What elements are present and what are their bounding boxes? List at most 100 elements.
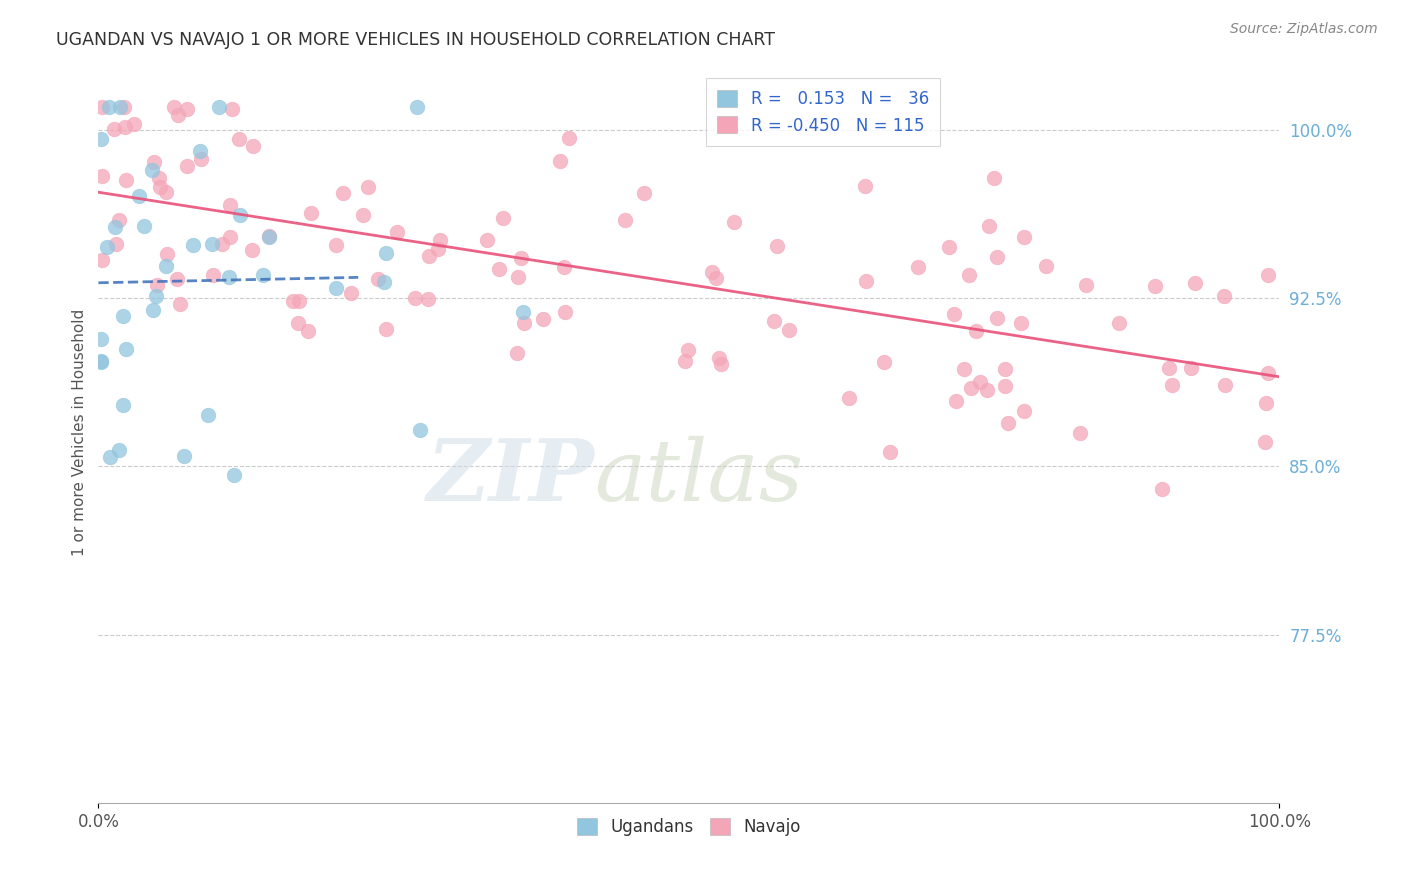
Point (429, 233, 451, 247)
Point (977, 219, 1000, 233)
Point (128, 188, 150, 202)
Point (513, 316, 536, 330)
Point (994, 379, 1017, 393)
Point (142, 155, 165, 169)
Point (1254, 435, 1277, 450)
Point (374, 321, 396, 335)
Point (700, 265, 723, 279)
Point (141, 163, 163, 178)
Point (506, 345, 529, 359)
Point (211, 236, 233, 251)
Point (418, 292, 440, 306)
Point (240, 243, 263, 257)
Point (1074, 277, 1097, 292)
Point (879, 444, 901, 458)
Point (986, 311, 1008, 326)
Point (200, 237, 222, 252)
Point (488, 261, 510, 276)
Point (426, 243, 449, 257)
Point (114, 120, 136, 135)
Text: ZIP: ZIP (426, 435, 595, 519)
Point (90, 355, 112, 369)
Point (1152, 483, 1174, 497)
Point (1213, 378, 1236, 392)
Point (554, 305, 576, 319)
Point (1256, 395, 1278, 409)
Point (297, 324, 319, 338)
Point (838, 391, 860, 405)
Point (1010, 316, 1032, 330)
Point (945, 394, 967, 409)
Point (1012, 404, 1035, 418)
Point (166, 108, 188, 122)
Point (163, 100, 186, 114)
Point (222, 467, 245, 482)
Point (357, 180, 380, 194)
Point (90, 332, 112, 346)
Point (98, 100, 121, 114)
Point (122, 117, 145, 131)
Point (340, 285, 363, 300)
Point (374, 246, 396, 260)
Point (155, 259, 177, 273)
Point (678, 343, 700, 358)
Point (166, 272, 188, 286)
Point (778, 323, 800, 337)
Point (257, 230, 280, 244)
Point (475, 234, 498, 248)
Point (104, 219, 127, 234)
Point (986, 250, 1008, 264)
Point (710, 358, 733, 372)
Point (148, 170, 170, 185)
Point (766, 239, 789, 253)
Point (242, 139, 264, 153)
Point (146, 278, 169, 293)
Point (228, 132, 250, 146)
Point (332, 186, 354, 200)
Point (142, 302, 165, 317)
Point (387, 225, 409, 239)
Point (633, 186, 655, 200)
Text: UGANDAN VS NAVAJO 1 OR MORE VEHICLES IN HOUSEHOLD CORRELATION CHART: UGANDAN VS NAVAJO 1 OR MORE VEHICLES IN … (56, 31, 775, 49)
Point (953, 361, 976, 376)
Point (104, 236, 127, 251)
Point (218, 269, 240, 284)
Point (111, 310, 134, 324)
Point (112, 100, 135, 114)
Point (90, 132, 112, 146)
Point (506, 269, 529, 284)
Point (181, 238, 204, 252)
Point (943, 307, 966, 321)
Point (202, 268, 225, 283)
Point (558, 131, 581, 145)
Point (115, 173, 138, 187)
Point (1012, 230, 1035, 244)
Point (1180, 361, 1202, 376)
Point (1069, 426, 1091, 441)
Point (114, 343, 136, 357)
Point (723, 215, 745, 229)
Point (91, 253, 114, 268)
Point (149, 180, 172, 194)
Point (531, 311, 554, 326)
Point (907, 260, 929, 274)
Point (373, 275, 395, 289)
Point (173, 449, 195, 463)
Point (1257, 367, 1279, 381)
Point (108, 213, 131, 227)
Point (1035, 259, 1057, 273)
Point (259, 229, 281, 244)
Point (190, 153, 212, 167)
Point (352, 208, 374, 222)
Point (548, 154, 571, 169)
Point (853, 179, 876, 194)
Point (1184, 277, 1206, 291)
Point (91, 169, 114, 183)
Point (614, 213, 637, 227)
Point (90, 354, 112, 368)
Point (704, 271, 727, 285)
Point (103, 122, 125, 136)
Point (1161, 377, 1184, 392)
Point (673, 354, 696, 368)
Point (405, 100, 427, 114)
